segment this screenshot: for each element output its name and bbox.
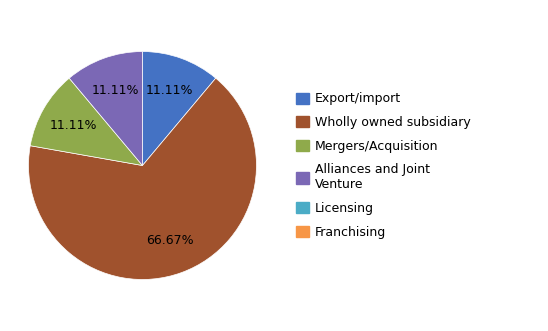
Text: 11.11%: 11.11%	[146, 84, 193, 97]
Text: 11.11%: 11.11%	[50, 119, 97, 132]
Wedge shape	[28, 78, 256, 279]
Wedge shape	[69, 52, 142, 166]
Legend: Export/import, Wholly owned subsidiary, Mergers/Acquisition, Alliances and Joint: Export/import, Wholly owned subsidiary, …	[291, 87, 476, 244]
Wedge shape	[30, 78, 142, 166]
Text: 66.67%: 66.67%	[146, 234, 193, 247]
Text: 11.11%: 11.11%	[92, 84, 139, 97]
Wedge shape	[142, 52, 216, 166]
